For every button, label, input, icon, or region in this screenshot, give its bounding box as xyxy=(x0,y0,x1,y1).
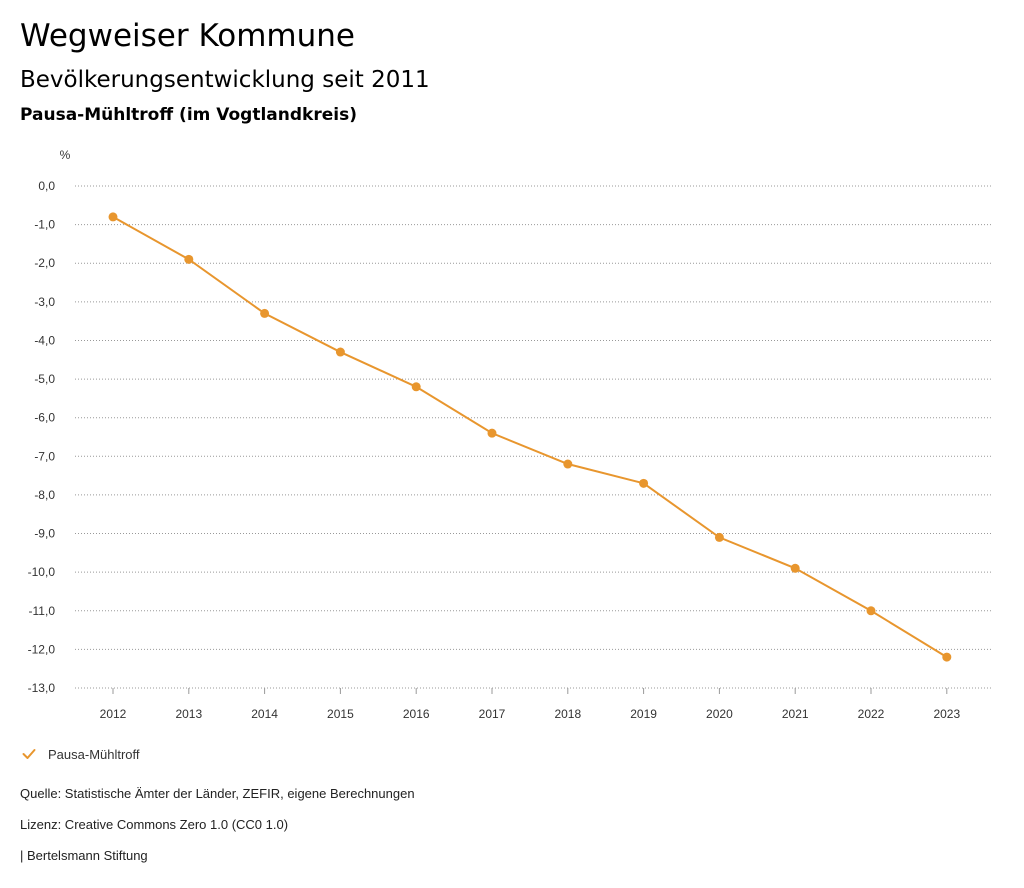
y-tick-label: -3,0 xyxy=(34,295,55,309)
x-tick-label: 2018 xyxy=(554,707,581,721)
data-point[interactable] xyxy=(335,347,345,357)
x-tick-label: 2012 xyxy=(100,707,127,721)
y-tick-label: -6,0 xyxy=(34,411,55,425)
source-note: Quelle: Statistische Ämter der Länder, Z… xyxy=(20,786,415,801)
data-point[interactable] xyxy=(942,652,952,662)
x-tick-label: 2013 xyxy=(175,707,202,721)
y-tick-label: -1,0 xyxy=(34,218,55,232)
data-point[interactable] xyxy=(411,382,421,392)
check-icon xyxy=(22,749,36,759)
y-tick-label: -11,0 xyxy=(29,604,56,618)
page-title: Wegweiser Kommune xyxy=(20,18,355,54)
y-tick-label: -4,0 xyxy=(34,333,55,347)
data-point[interactable] xyxy=(260,308,270,318)
y-tick-label: -10,0 xyxy=(28,565,56,579)
x-tick-label: 2020 xyxy=(706,707,733,721)
y-tick-label: -13,0 xyxy=(28,681,56,695)
data-point[interactable] xyxy=(108,212,118,222)
x-tick-label: 2014 xyxy=(251,707,278,721)
x-tick-label: 2017 xyxy=(479,707,506,721)
legend-label: Pausa-Mühltroff xyxy=(48,746,140,762)
data-point[interactable] xyxy=(714,532,724,542)
y-axis-unit-label: % xyxy=(60,148,71,162)
x-tick-label: 2016 xyxy=(403,707,430,721)
series-layer xyxy=(108,212,952,662)
region-label: Pausa-Mühltroff (im Vogtlandkreis) xyxy=(20,105,357,125)
y-tick-label: -2,0 xyxy=(34,256,55,270)
series-line xyxy=(112,216,948,658)
data-point[interactable] xyxy=(790,563,800,573)
y-tick-label: -9,0 xyxy=(34,527,55,541)
line-chart: % 0,0 -1,0 -2,0 -3,0 -4,0 -5,0 -6,0 -7,0 -8,0 -9,… xyxy=(28,148,993,721)
x-tick-label: 2023 xyxy=(933,707,960,721)
publisher-note: | Bertelsmann Stiftung xyxy=(20,848,148,863)
gridlines xyxy=(75,185,993,689)
x-tick-label: 2015 xyxy=(327,707,354,721)
x-tick-label: 2019 xyxy=(630,707,657,721)
license-note: Lizenz: Creative Commons Zero 1.0 (CC0 1… xyxy=(20,817,289,832)
chart-subtitle: Bevölkerungsentwicklung seit 2011 xyxy=(20,67,430,93)
y-tick-label: -7,0 xyxy=(34,449,55,463)
x-axis-ticks: 2012 2013 2014 2015 2016 2017 2018 2019 2020 2021… xyxy=(100,688,960,721)
data-point[interactable] xyxy=(639,478,649,488)
y-tick-label: -8,0 xyxy=(34,488,55,502)
legend[interactable]: Pausa-Mühltroff xyxy=(22,744,140,764)
x-tick-label: 2022 xyxy=(858,707,885,721)
data-point[interactable] xyxy=(563,459,573,469)
y-tick-label: -5,0 xyxy=(34,372,55,386)
data-point[interactable] xyxy=(866,606,876,616)
x-tick-label: 2021 xyxy=(782,707,809,721)
data-point[interactable] xyxy=(184,254,194,264)
y-tick-label: -12,0 xyxy=(28,642,56,656)
y-axis-ticks: 0,0 -1,0 -2,0 -3,0 -4,0 -5,0 -6,0 -7,0 -8,0 -9,0 -… xyxy=(28,179,56,695)
data-point[interactable] xyxy=(487,428,497,438)
y-tick-label: 0,0 xyxy=(38,179,55,193)
